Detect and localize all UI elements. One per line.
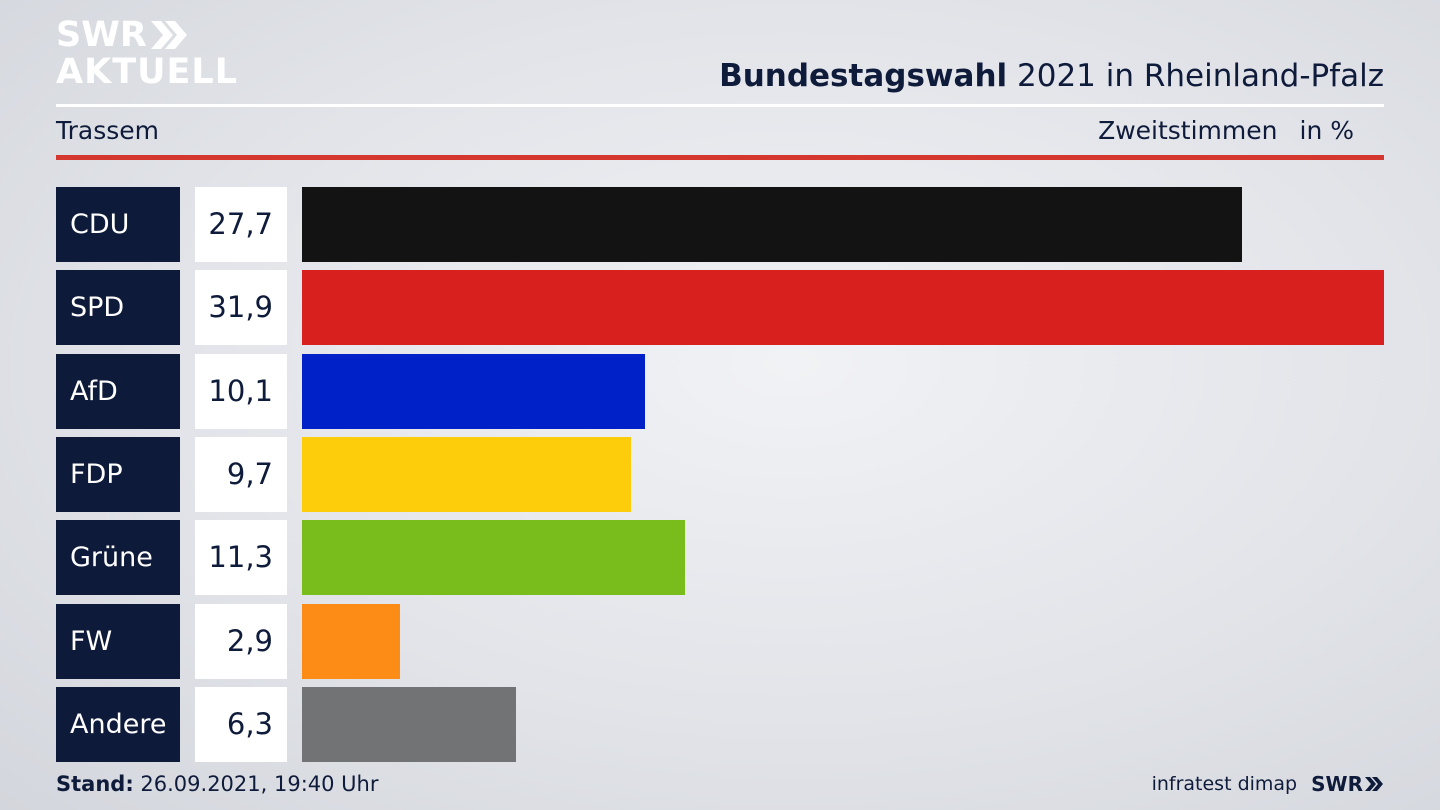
bar bbox=[302, 603, 401, 679]
party-label: CDU bbox=[56, 187, 180, 262]
measure-name: Zweitstimmen bbox=[1098, 116, 1278, 145]
bar bbox=[302, 353, 645, 429]
swr-brand-text: SWR bbox=[1311, 772, 1363, 796]
party-label: AfD bbox=[56, 353, 180, 429]
double-chevron-icon bbox=[1365, 777, 1383, 791]
value-label: 6,3 bbox=[195, 686, 287, 762]
party-label: Grüne bbox=[56, 520, 180, 596]
value-label: 31,9 bbox=[195, 270, 287, 346]
value-label: 11,3 bbox=[195, 520, 287, 596]
chart-title-bold: Bundestagswahl bbox=[719, 58, 1008, 94]
accent-divider bbox=[56, 155, 1384, 160]
bar bbox=[302, 686, 516, 762]
swr-brand: SWR bbox=[1311, 772, 1384, 796]
footer-credits: infratest dimap SWR bbox=[1152, 772, 1384, 796]
logo-aktuell-text: AKTUELL bbox=[56, 52, 239, 92]
value-label: 27,7 bbox=[195, 187, 287, 262]
party-label: Andere bbox=[56, 686, 180, 762]
bar bbox=[302, 187, 1242, 262]
value-label: 9,7 bbox=[195, 436, 287, 512]
measure-unit: in % bbox=[1299, 116, 1355, 145]
chart-title-rest: 2021 in Rheinland-Pfalz bbox=[1007, 58, 1384, 94]
timestamp: Stand: 26.09.2021, 19:40 Uhr bbox=[56, 772, 379, 796]
party-label: SPD bbox=[56, 270, 180, 346]
swr-aktuell-logo: SWR AKTUELL bbox=[56, 16, 238, 90]
timestamp-value: 26.09.2021, 19:40 Uhr bbox=[133, 772, 379, 796]
timestamp-label: Stand: bbox=[56, 772, 134, 796]
bar bbox=[302, 520, 686, 596]
measure-label: Zweitstimmen in % bbox=[1098, 116, 1354, 145]
logo-swr-text: SWR bbox=[56, 15, 147, 55]
location-label: Trassem bbox=[56, 116, 159, 145]
double-chevron-icon bbox=[150, 21, 187, 49]
bar bbox=[302, 436, 631, 512]
value-label: 10,1 bbox=[195, 353, 287, 429]
party-label: FDP bbox=[56, 436, 180, 512]
party-label: FW bbox=[56, 603, 180, 679]
value-label: 2,9 bbox=[195, 603, 287, 679]
source-label: infratest dimap bbox=[1151, 773, 1298, 795]
chart-title: Bundestagswahl 2021 in Rheinland-Pfalz bbox=[719, 58, 1384, 94]
header-divider bbox=[56, 104, 1384, 107]
bar bbox=[302, 270, 1384, 346]
